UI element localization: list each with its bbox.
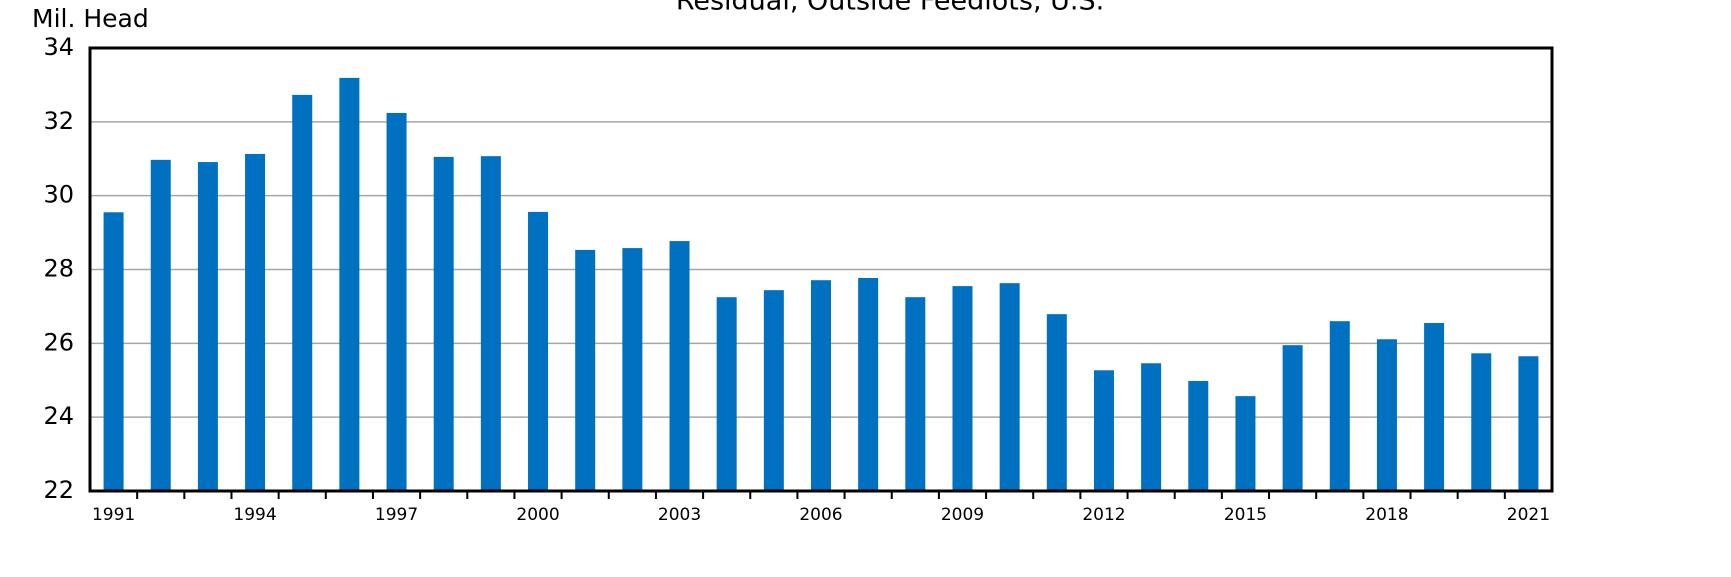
bar xyxy=(669,241,690,491)
plot-area: 22 24 26 28 30 32 34 1991 1994 1997 2000 2003 2006 20… xyxy=(43,33,1552,525)
y-tick-label: 26 xyxy=(43,328,74,356)
x-tick-label: 1997 xyxy=(375,505,418,525)
bar xyxy=(1329,321,1350,491)
bar xyxy=(811,280,831,491)
plot-frame xyxy=(88,46,1554,493)
y-tick-label: 32 xyxy=(43,107,74,135)
x-tick-label: 2021 xyxy=(1507,505,1550,525)
bar xyxy=(716,297,737,491)
bar xyxy=(1376,339,1397,491)
bar xyxy=(1424,323,1445,491)
bar xyxy=(339,77,360,491)
x-tick-label: 2000 xyxy=(516,505,559,525)
bar xyxy=(1141,363,1162,491)
bar xyxy=(858,277,879,491)
y-tick-label: 30 xyxy=(43,181,74,209)
y-axis-label: Mil. Head xyxy=(32,4,149,33)
bar xyxy=(952,286,973,491)
x-tick-label: 2009 xyxy=(941,505,984,525)
bar xyxy=(1188,380,1209,491)
y-tick-label: 22 xyxy=(43,476,74,504)
bar xyxy=(575,249,596,491)
x-tick-label: 2015 xyxy=(1224,505,1267,525)
x-tick-label: 2003 xyxy=(658,505,701,525)
bar xyxy=(197,162,218,491)
x-tick-label: 2012 xyxy=(1082,505,1125,525)
y-tick-label: 28 xyxy=(43,255,74,283)
x-tick-label: 2006 xyxy=(799,505,842,525)
bar xyxy=(528,211,549,491)
bar xyxy=(292,94,313,492)
bar xyxy=(1235,396,1256,491)
bar xyxy=(480,156,501,491)
bar xyxy=(763,290,784,491)
bar xyxy=(999,283,1020,491)
chart-title: Residual, Outside Feedlots, U.S. xyxy=(676,0,1104,17)
bar xyxy=(1471,353,1492,491)
bar xyxy=(103,212,124,491)
bar xyxy=(1518,356,1539,491)
bar xyxy=(1093,370,1114,491)
bar xyxy=(622,248,643,491)
bar xyxy=(1046,314,1067,491)
bar xyxy=(905,297,926,491)
bar xyxy=(150,159,171,492)
x-tick-label: 1991 xyxy=(92,505,135,525)
bar xyxy=(245,153,266,491)
y-tick-label: 24 xyxy=(43,402,74,430)
y-tick-label: 34 xyxy=(43,33,74,61)
x-tick-label: 1994 xyxy=(233,505,276,525)
x-tick-label: 2018 xyxy=(1365,505,1408,525)
bar xyxy=(386,112,407,492)
bar xyxy=(433,156,454,491)
bar xyxy=(1282,345,1303,491)
